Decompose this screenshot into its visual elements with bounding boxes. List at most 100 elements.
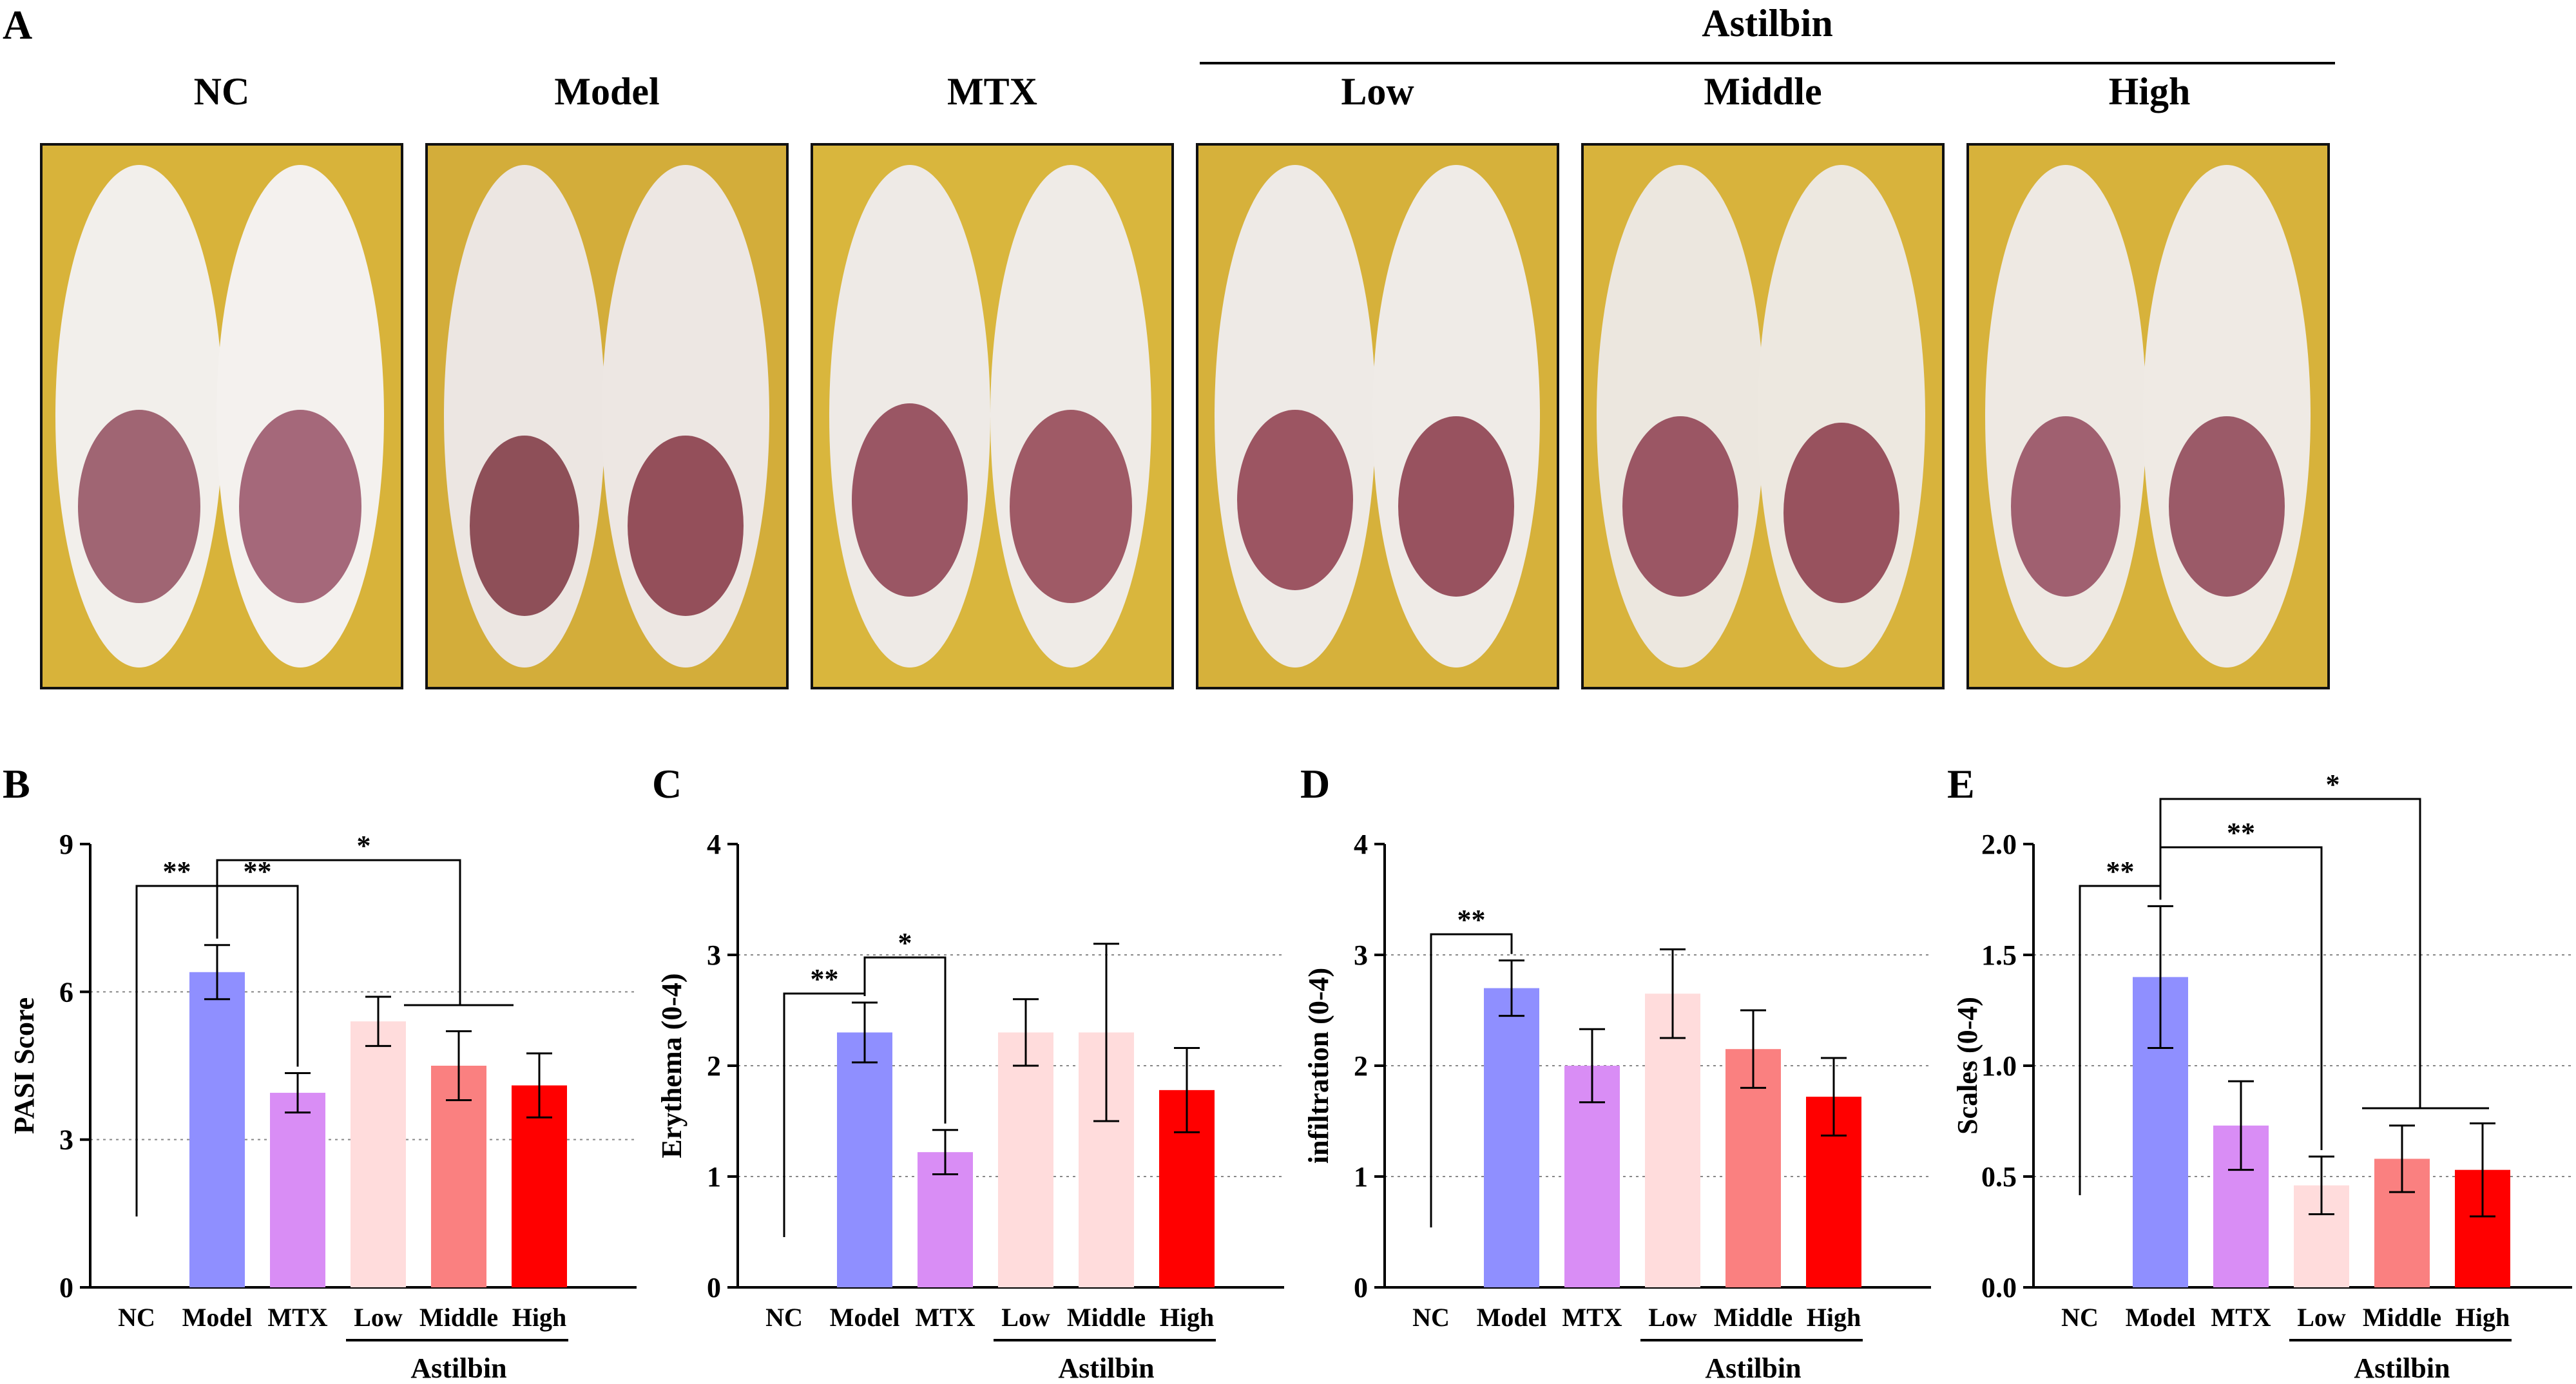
significance-bracket bbox=[2159, 846, 2323, 1151]
x-tick-label: NC bbox=[118, 1303, 155, 1332]
x-tick-label: MTX bbox=[267, 1303, 327, 1332]
mouse-photo-nc bbox=[40, 143, 403, 689]
astilbin-group-bracket bbox=[1200, 62, 2335, 64]
y-tick-label: 2 bbox=[707, 1050, 721, 1082]
bar bbox=[998, 1032, 1053, 1287]
x-tick-label: Model bbox=[830, 1303, 900, 1332]
group-label-model: Model bbox=[554, 70, 660, 113]
bar bbox=[1645, 994, 1700, 1287]
significance-marker: ** bbox=[811, 963, 839, 995]
x-tick-label: MTX bbox=[1562, 1303, 1622, 1332]
mouse-photo-high bbox=[1966, 143, 2330, 689]
mouse-photo-model bbox=[425, 143, 789, 689]
group-label-nc: NC bbox=[193, 70, 250, 113]
significance-bracket bbox=[2159, 798, 2421, 1108]
bar bbox=[512, 1085, 567, 1287]
y-tick-label: 0 bbox=[707, 1272, 721, 1303]
y-tick-label: 0 bbox=[1354, 1272, 1368, 1303]
bar bbox=[189, 972, 245, 1287]
x-tick-label: MTX bbox=[2211, 1303, 2271, 1332]
significance-marker: * bbox=[357, 830, 371, 861]
significance-bracket bbox=[217, 885, 299, 1067]
y-tick-label: 2 bbox=[1354, 1050, 1368, 1082]
y-axis-label: Erythema (0-4) bbox=[656, 973, 687, 1158]
significance-marker: ** bbox=[163, 856, 191, 887]
y-tick-label: 4 bbox=[1354, 829, 1368, 860]
x-tick-label: High bbox=[2456, 1303, 2510, 1332]
x-tick-label: Middle bbox=[2363, 1303, 2441, 1332]
x-tick-label: Model bbox=[1477, 1303, 1547, 1332]
bar bbox=[431, 1066, 486, 1287]
group-label: Astilbin bbox=[1058, 1352, 1154, 1384]
mouse-photo-mtx bbox=[811, 143, 1174, 689]
significance-marker: ** bbox=[2227, 817, 2255, 849]
bar bbox=[1484, 988, 1539, 1287]
panel-c-letter: C bbox=[652, 761, 682, 807]
significance-bracket bbox=[1430, 933, 1513, 1227]
y-tick-label: 9 bbox=[59, 829, 73, 860]
panel-e-letter: E bbox=[1947, 761, 1975, 807]
significance-bracket bbox=[863, 956, 947, 1124]
significance-bracket bbox=[2079, 885, 2162, 1195]
group-label-low: Low bbox=[1341, 70, 1414, 113]
x-tick-label: Low bbox=[2297, 1303, 2346, 1332]
x-tick-label: Middle bbox=[1714, 1303, 1793, 1332]
group-label-high: High bbox=[2108, 70, 2191, 113]
significance-marker: * bbox=[898, 927, 912, 959]
y-tick-label: 2.0 bbox=[1981, 829, 2017, 860]
significance-bracket bbox=[135, 885, 218, 1216]
x-tick-label: MTX bbox=[915, 1303, 975, 1332]
y-tick-label: 3 bbox=[59, 1124, 73, 1156]
y-tick-label: 1 bbox=[1354, 1161, 1368, 1193]
chart-e: 0.0 0.5 1.0 1.5 2.0 Scales (0-4) NC Model MTX Low… bbox=[1952, 769, 2572, 1384]
y-tick-label: 1.5 bbox=[1981, 939, 2017, 971]
chart-b: 0 3 6 9 PASI Score NC Model MTX Low Middle HighAst… bbox=[8, 829, 637, 1384]
mouse-photo-middle bbox=[1581, 143, 1945, 689]
bar bbox=[351, 1021, 406, 1287]
panel-b-letter: B bbox=[3, 761, 30, 807]
x-tick-label: NC bbox=[1412, 1303, 1450, 1332]
y-tick-label: 0.0 bbox=[1981, 1272, 2017, 1303]
x-tick-label: High bbox=[1807, 1303, 1861, 1332]
y-tick-label: 4 bbox=[707, 829, 721, 860]
x-tick-label: High bbox=[512, 1303, 566, 1332]
x-tick-label: High bbox=[1160, 1303, 1214, 1332]
significance-marker: * bbox=[2326, 769, 2340, 800]
x-tick-label: Model bbox=[182, 1303, 253, 1332]
x-tick-label: Low bbox=[354, 1303, 403, 1332]
chart-d: 0 1 2 3 4 infiltration (0-4) NC Model MTX Low Midd… bbox=[1303, 829, 1931, 1384]
x-tick-label: Model bbox=[2126, 1303, 2196, 1332]
group-label-mtx: MTX bbox=[947, 70, 1037, 113]
panel-a-letter: A bbox=[3, 2, 33, 48]
x-tick-label: NC bbox=[2061, 1303, 2099, 1332]
significance-bracket bbox=[216, 859, 461, 1005]
group-label: Astilbin bbox=[2354, 1352, 2450, 1384]
bar bbox=[837, 1032, 892, 1287]
group-label-middle: Middle bbox=[1704, 70, 1822, 113]
y-tick-label: 0 bbox=[59, 1272, 73, 1303]
y-tick-label: 1.0 bbox=[1981, 1050, 2017, 1082]
mouse-photo-low bbox=[1196, 143, 1559, 689]
x-tick-label: Middle bbox=[419, 1303, 498, 1332]
bar bbox=[270, 1093, 325, 1287]
group-label: Astilbin bbox=[1705, 1352, 1801, 1384]
x-tick-label: Low bbox=[1001, 1303, 1050, 1332]
significance-bracket bbox=[783, 992, 866, 1237]
x-tick-label: Low bbox=[1648, 1303, 1697, 1332]
significance-marker: ** bbox=[1457, 904, 1486, 936]
y-tick-label: 1 bbox=[707, 1161, 721, 1193]
y-axis-label: infiltration (0-4) bbox=[1303, 968, 1334, 1164]
x-tick-label: NC bbox=[765, 1303, 803, 1332]
chart-c: 0 1 2 3 4 Erythema (0-4) NC Model MTX Low Middle Hi… bbox=[656, 829, 1284, 1384]
group-label: Astilbin bbox=[410, 1352, 506, 1384]
y-tick-label: 3 bbox=[1354, 939, 1368, 971]
y-tick-label: 0.5 bbox=[1981, 1161, 2017, 1193]
y-tick-label: 6 bbox=[59, 976, 73, 1008]
x-tick-label: Middle bbox=[1067, 1303, 1146, 1332]
y-tick-label: 3 bbox=[707, 939, 721, 971]
significance-marker: ** bbox=[2106, 856, 2135, 887]
y-axis-label: Scales (0-4) bbox=[1952, 997, 1983, 1135]
panel-d-letter: D bbox=[1300, 761, 1331, 807]
astilbin-group-title: Astilbin bbox=[1702, 2, 1833, 44]
y-axis-label: PASI Score bbox=[8, 997, 40, 1134]
